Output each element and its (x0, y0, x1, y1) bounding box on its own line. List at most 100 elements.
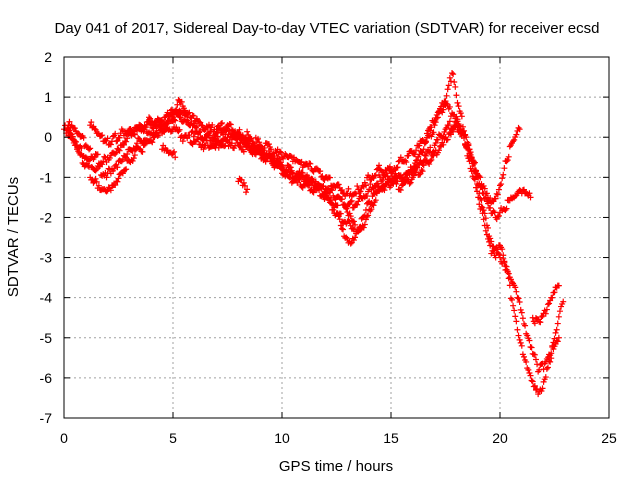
data-point (518, 342, 525, 349)
data-point (92, 126, 99, 133)
data-point (453, 113, 460, 120)
data-point (343, 205, 350, 212)
data-point (495, 212, 502, 219)
data-point (370, 202, 377, 209)
data-point (326, 174, 333, 181)
data-point (88, 119, 95, 126)
data-point (190, 133, 197, 140)
data-point (507, 276, 514, 283)
data-point (452, 83, 459, 90)
data-point (440, 141, 447, 148)
data-point (212, 130, 219, 137)
data-point (247, 136, 254, 143)
data-point (114, 137, 121, 144)
data-point (525, 366, 532, 373)
data-point (196, 118, 203, 125)
data-point (173, 124, 180, 131)
y-tick-label: -2 (40, 209, 53, 225)
data-point (86, 157, 93, 164)
data-point (287, 164, 294, 171)
data-point (406, 169, 413, 176)
data-point (443, 100, 450, 107)
data-point (390, 180, 397, 187)
data-point (361, 179, 368, 186)
chart-title: Day 041 of 2017, Sidereal Day-to-day VTE… (55, 20, 600, 37)
data-point (513, 318, 520, 325)
data-point (346, 210, 353, 217)
data-point (445, 122, 452, 129)
data-point (112, 130, 119, 137)
data-point (470, 158, 477, 165)
data-point (383, 169, 390, 176)
data-point (482, 215, 489, 222)
data-point (244, 128, 251, 135)
data-point (527, 194, 534, 201)
data-point (517, 339, 524, 346)
data-point (513, 288, 520, 295)
data-point (397, 187, 404, 194)
data-point (131, 146, 138, 153)
data-point (491, 209, 498, 216)
data-point (432, 140, 439, 147)
data-point (176, 126, 183, 133)
data-point (487, 204, 494, 211)
y-tick-label: -3 (40, 250, 53, 266)
data-point (542, 374, 549, 381)
data-point (512, 284, 519, 291)
data-point (270, 155, 277, 162)
data-point (415, 161, 422, 168)
data-point (217, 120, 224, 127)
data-point (431, 118, 438, 125)
data-point (179, 138, 186, 145)
data-point (526, 337, 533, 344)
data-point (103, 174, 110, 181)
data-point (131, 124, 138, 131)
data-point (357, 188, 364, 195)
data-point (168, 113, 175, 120)
data-point (514, 294, 521, 301)
data-point (444, 86, 451, 93)
data-point (161, 128, 168, 135)
data-point (445, 82, 452, 89)
data-point (553, 326, 560, 333)
data-point (354, 201, 361, 208)
data-point (93, 178, 100, 185)
y-tick-label: 1 (44, 89, 52, 105)
data-point (526, 190, 533, 197)
data-point (419, 161, 426, 168)
data-point (542, 358, 549, 365)
data-point (538, 314, 545, 321)
data-point (320, 182, 327, 189)
data-point (307, 160, 314, 167)
data-point (410, 163, 417, 170)
data-point (347, 198, 354, 205)
data-point (347, 222, 354, 229)
data-point (178, 98, 185, 105)
data-point (100, 158, 107, 165)
data-point (184, 135, 191, 142)
data-point (297, 159, 304, 166)
data-point (364, 213, 371, 220)
data-point (222, 126, 229, 133)
data-point (446, 118, 453, 125)
data-point (464, 142, 471, 149)
data-point (148, 138, 155, 145)
data-point (383, 180, 390, 187)
data-point (504, 157, 511, 164)
data-point (508, 279, 515, 286)
data-point (493, 190, 500, 197)
data-point (539, 312, 546, 319)
data-point (539, 385, 546, 392)
data-point (416, 142, 423, 149)
data-point (520, 353, 527, 360)
data-point (443, 92, 450, 99)
data-point (329, 187, 336, 194)
data-point (538, 388, 545, 395)
data-point (428, 124, 435, 131)
data-point (376, 162, 383, 169)
data-point (523, 358, 530, 365)
data-point (146, 114, 153, 121)
data-point (163, 120, 170, 127)
data-point (228, 126, 235, 133)
data-point (244, 186, 251, 193)
